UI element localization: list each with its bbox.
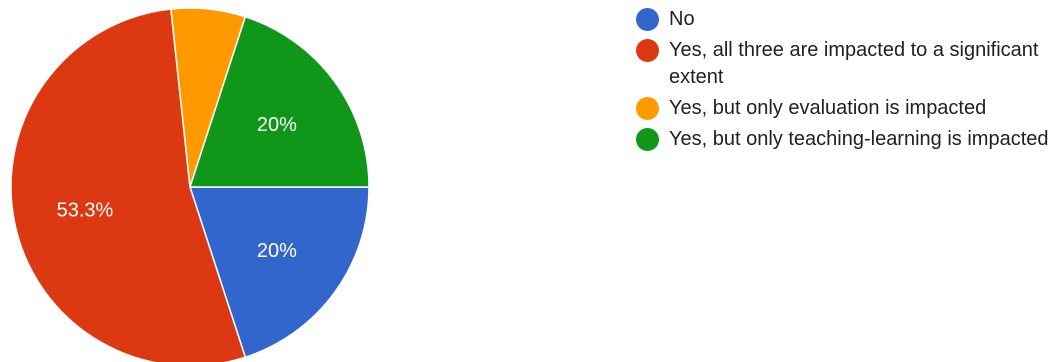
legend-item: Yes, all three are impacted to a signifi…: [636, 37, 1056, 91]
legend-label: Yes, but only evaluation is impacted: [669, 97, 987, 119]
pie-slice: [188, 15, 370, 188]
pie-slices: [10, 7, 370, 362]
legend-swatch: [636, 128, 659, 151]
pie-chart: 20% 53.3% 20%: [10, 7, 370, 362]
legend-swatch: [636, 97, 659, 120]
slice-percent-label: 20%: [257, 240, 297, 262]
legend-label: Yes, all three are impacted to a signifi…: [669, 39, 1039, 88]
slice-percent-label: 20%: [257, 114, 297, 136]
slice-percent-label: 53.3%: [57, 199, 114, 221]
legend-item: Yes, but only teaching-learning is impac…: [636, 126, 1056, 153]
legend-item: No: [636, 6, 1056, 33]
legend-item: Yes, but only evaluation is impacted: [636, 95, 1056, 122]
legend-label: Yes, but only teaching-learning is impac…: [669, 128, 1049, 150]
legend-swatch: [636, 8, 659, 31]
legend-label: No: [669, 8, 695, 30]
legend-swatch: [636, 39, 659, 62]
chart-legend: No Yes, all three are impacted to a signi…: [636, 6, 1056, 157]
pie-slice: [10, 8, 247, 362]
pie-slice-labels: 20% 53.3% 20%: [57, 114, 298, 262]
pie-slice: [188, 186, 370, 359]
